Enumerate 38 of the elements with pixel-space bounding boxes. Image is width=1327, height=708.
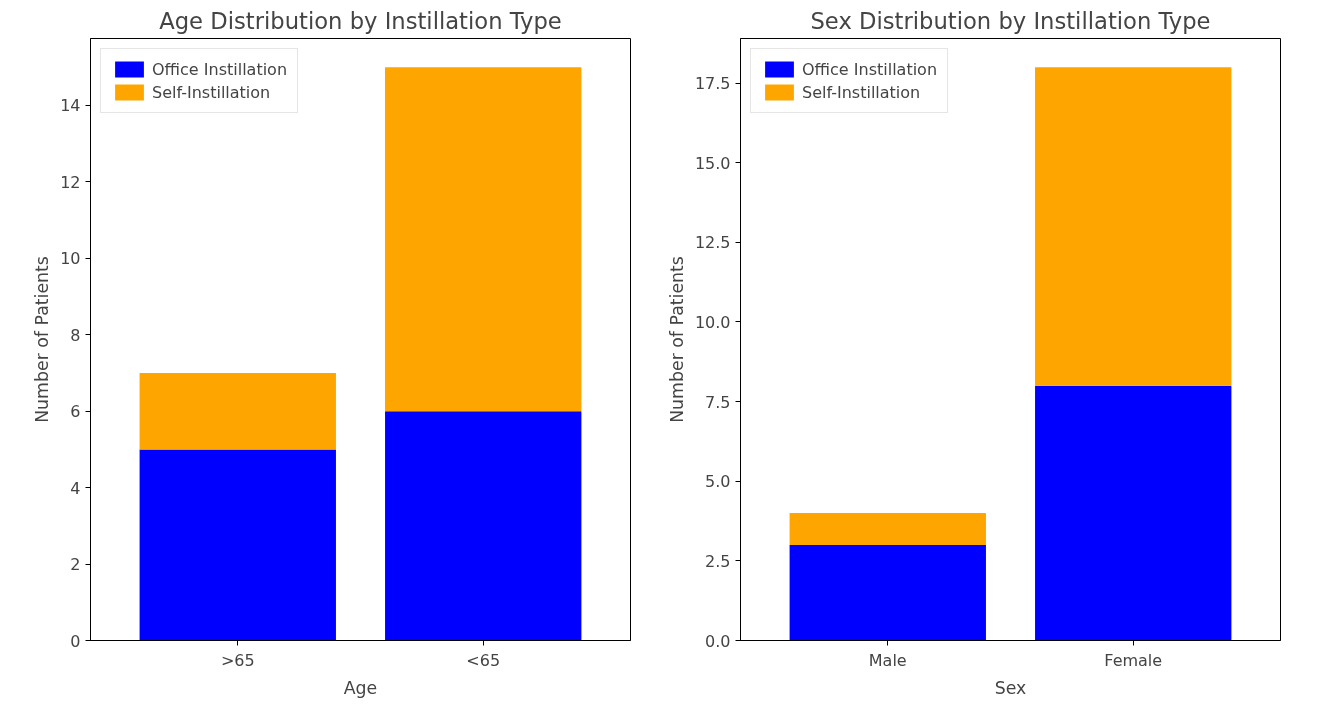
y-tick-label: 4: [70, 478, 81, 498]
y-axis-title: Number of Patients: [32, 256, 53, 423]
x-tick-label: Female: [1104, 650, 1163, 670]
x-axis-title: Sex: [994, 677, 1027, 698]
y-tick-label: 12: [60, 172, 81, 192]
y-tick-label: 5.0: [705, 472, 731, 492]
legend-label: Self-Instillation: [152, 82, 271, 102]
y-tick-label: 15.0: [694, 153, 731, 173]
y-tick-label: 10.0: [694, 312, 731, 332]
y-tick-label: 12.5: [694, 233, 731, 253]
bar: [139, 449, 336, 641]
legend-label: Office Instillation: [802, 59, 938, 79]
legend-label: Office Instillation: [152, 59, 288, 79]
bar: [789, 544, 986, 641]
y-tick-label: 2: [70, 555, 81, 575]
y-tick-label: 10: [60, 249, 81, 269]
bar: [385, 67, 582, 412]
y-tick-label: 8: [70, 325, 81, 345]
y-tick-label: 2.5: [705, 551, 731, 571]
y-tick-label: 17.5: [694, 74, 731, 94]
y-tick-label: 6: [70, 402, 81, 422]
x-tick-label: Male: [868, 650, 907, 670]
chart-title: Sex Distribution by Instillation Type: [810, 7, 1211, 34]
bar: [139, 372, 336, 450]
legend-label: Self-Instillation: [802, 82, 921, 102]
x-tick-label: <65: [466, 650, 501, 670]
y-tick-label: 14: [60, 96, 81, 116]
y-tick-label: 7.5: [705, 392, 731, 412]
y-tick-label: 0.0: [705, 631, 731, 651]
x-tick-label: >65: [220, 650, 255, 670]
y-tick-label: 0: [70, 631, 81, 651]
bar: [1035, 385, 1232, 641]
bar: [1035, 67, 1232, 386]
chart-title: Age Distribution by Instillation Type: [159, 7, 562, 34]
x-axis-title: Age: [343, 677, 378, 698]
y-axis-title: Number of Patients: [666, 256, 687, 423]
bar: [385, 411, 582, 641]
bar: [789, 513, 986, 545]
